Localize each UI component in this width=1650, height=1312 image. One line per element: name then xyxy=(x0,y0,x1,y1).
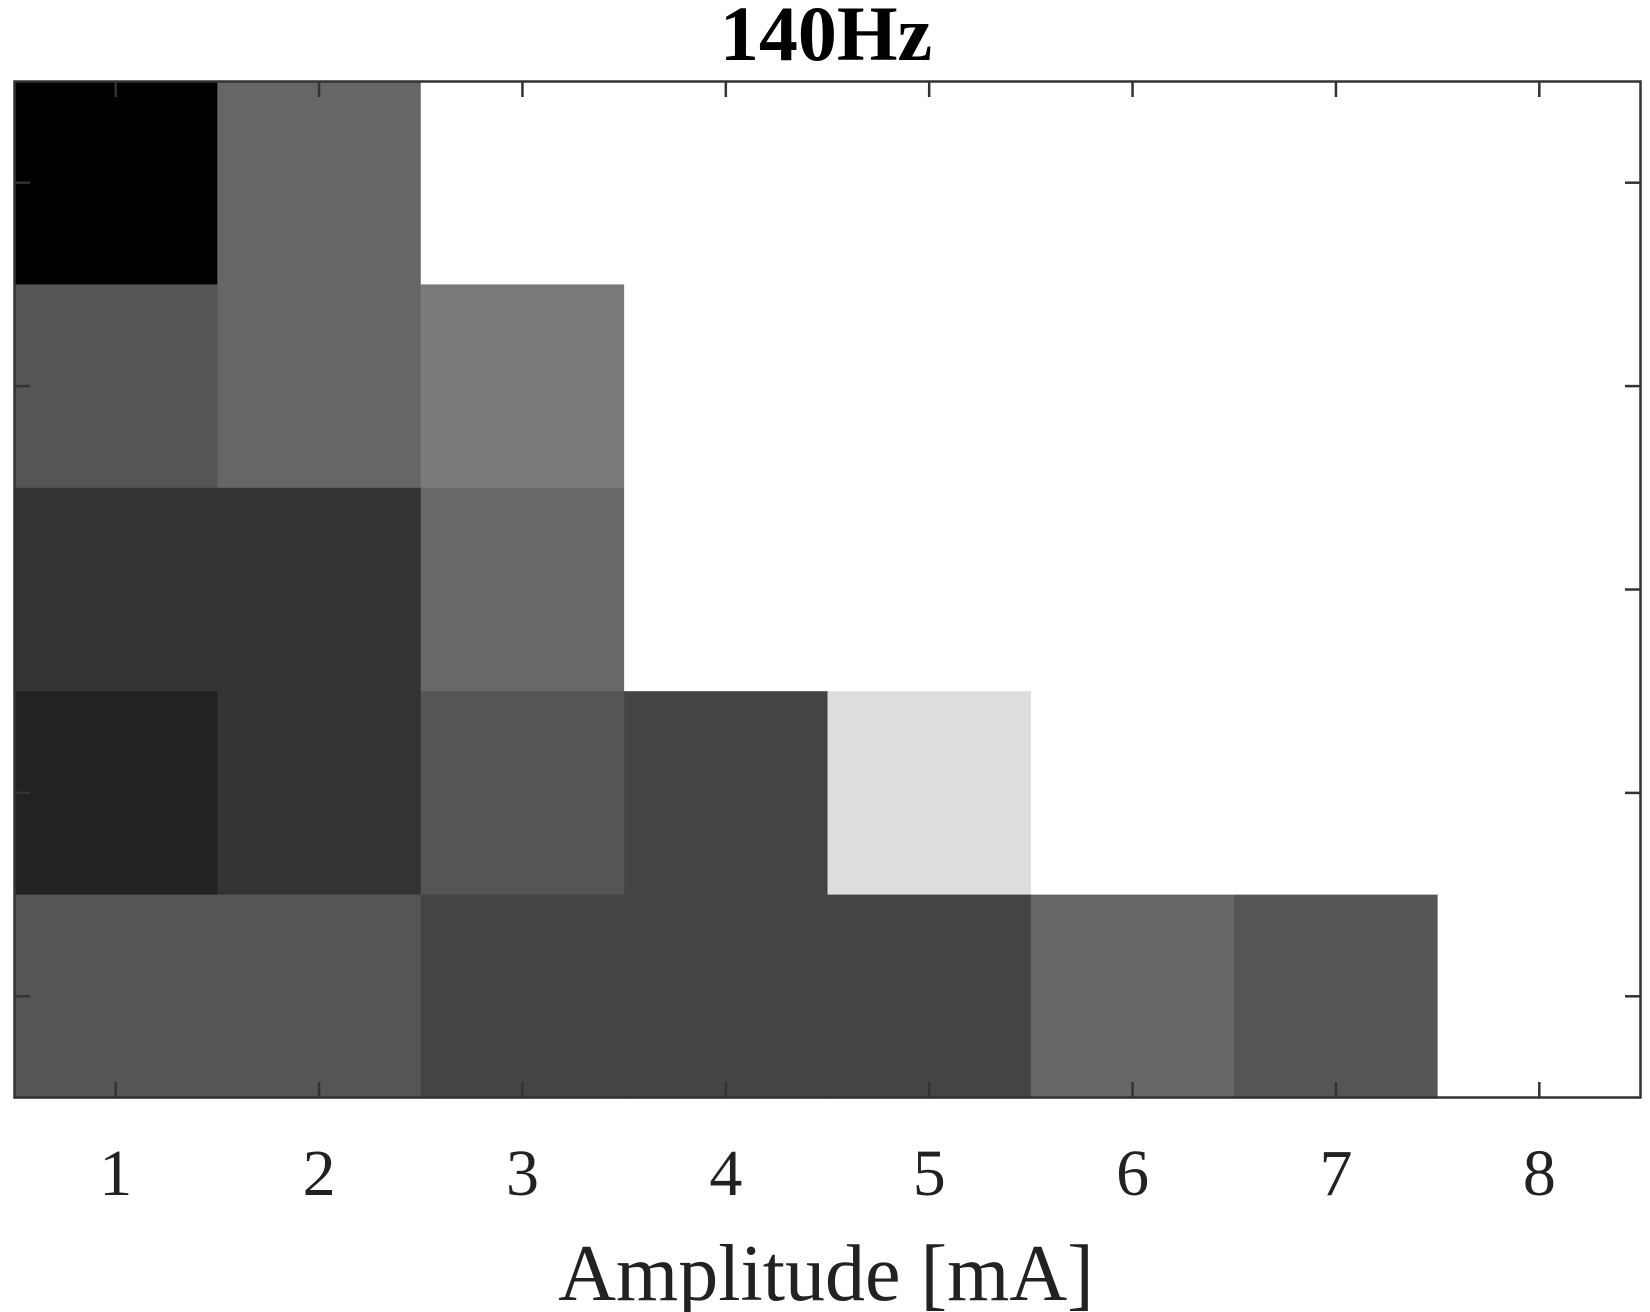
heatmap-cell-r5-c2 xyxy=(217,894,422,1099)
chart-title: 140Hz xyxy=(720,0,932,77)
heatmap-cell-r4-c3 xyxy=(420,691,625,896)
heatmap-cell-r3-c2 xyxy=(217,487,422,692)
heatmap-cell-r1-c5 xyxy=(827,81,1032,285)
heatmap-cell-r1-c3 xyxy=(420,81,625,285)
heatmap-cell-r4-c5 xyxy=(827,691,1032,896)
heatmap-cell-r2-c2 xyxy=(217,284,422,489)
heatmap-cell-r2-c4 xyxy=(624,284,829,489)
x-tick-label-5: 5 xyxy=(913,1137,946,1210)
heatmap-cell-r4-c1 xyxy=(14,691,218,896)
x-tick-label-2: 2 xyxy=(303,1137,336,1210)
heatmap-cell-r2-c5 xyxy=(827,284,1032,489)
heatmap-cell-r3-c4 xyxy=(624,487,829,692)
heatmap-cell-r5-c8 xyxy=(1437,894,1642,1099)
heatmap-cell-r1-c7 xyxy=(1234,81,1439,285)
heatmap-cell-r1-c6 xyxy=(1030,81,1235,285)
x-tick-label-8: 8 xyxy=(1523,1137,1556,1210)
heatmap-cell-r2-c7 xyxy=(1234,284,1439,489)
heatmap-cell-r5-c1 xyxy=(14,894,218,1099)
heatmap-cell-r5-c4 xyxy=(624,894,829,1099)
heatmap-cell-r3-c1 xyxy=(14,487,218,692)
heatmap-cell-r1-c2 xyxy=(217,81,422,285)
x-tick-label-1: 1 xyxy=(99,1137,132,1210)
heatmap-cell-r3-c5 xyxy=(827,487,1032,692)
heatmap-cell-r1-c1 xyxy=(14,81,218,285)
heatmap-cell-r1-c8 xyxy=(1437,81,1642,285)
heatmap-cell-r4-c2 xyxy=(217,691,422,896)
heatmap-cell-r4-c6 xyxy=(1030,691,1235,896)
heatmap-cell-r3-c8 xyxy=(1437,487,1642,692)
heatmap-cell-r2-c3 xyxy=(420,284,625,489)
x-axis-label: Amplitude [mA] xyxy=(558,1230,1093,1312)
x-tick-labels: 1 2 3 4 5 6 7 8 xyxy=(99,1137,1556,1210)
heatmap-cells xyxy=(14,81,1642,1099)
x-tick-label-3: 3 xyxy=(506,1137,539,1210)
heatmap-cell-r3-c7 xyxy=(1234,487,1439,692)
heatmap-cell-r2-c1 xyxy=(14,284,218,489)
heatmap-cell-r5-c5 xyxy=(827,894,1032,1099)
heatmap-cell-r3-c6 xyxy=(1030,487,1235,692)
x-tick-label-4: 4 xyxy=(709,1137,742,1210)
heatmap-cell-r3-c3 xyxy=(420,487,625,692)
axis-ticks xyxy=(14,81,1641,1098)
heatmap-cell-r4-c8 xyxy=(1437,691,1642,896)
heatmap-cell-r4-c4 xyxy=(624,691,829,896)
x-tick-label-7: 7 xyxy=(1319,1137,1352,1210)
heatmap-cell-r5-c3 xyxy=(420,894,625,1099)
x-tick-label-6: 6 xyxy=(1116,1137,1149,1210)
heatmap-cell-r2-c6 xyxy=(1030,284,1235,489)
heatmap-cell-r5-c6 xyxy=(1030,894,1235,1099)
heatmap-cell-r5-c7 xyxy=(1234,894,1439,1099)
heatmap-cell-r1-c4 xyxy=(624,81,829,285)
heatmap-cell-r4-c7 xyxy=(1234,691,1439,896)
heatmap-cell-r2-c8 xyxy=(1437,284,1642,489)
